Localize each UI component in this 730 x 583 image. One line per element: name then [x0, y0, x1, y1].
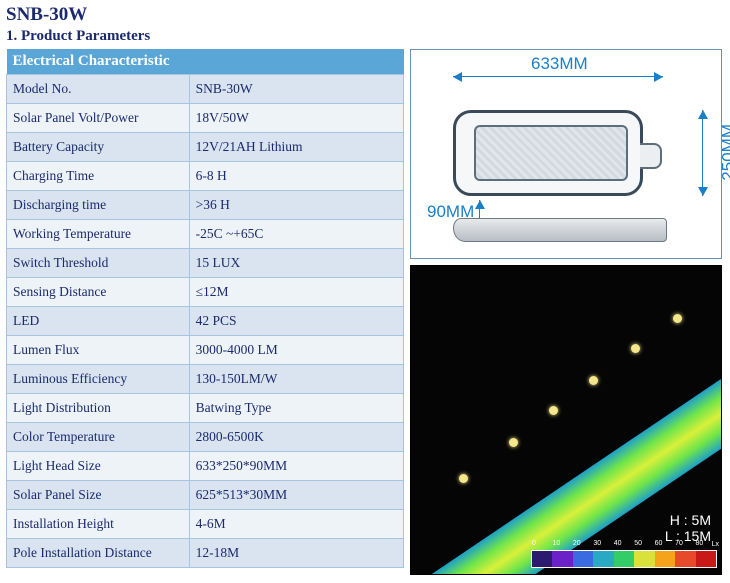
- lamp-side-view: [453, 218, 667, 242]
- scale-segment: 60: [655, 551, 675, 567]
- scale-unit-label: Lx: [712, 541, 719, 548]
- param-value: Batwing Type: [189, 394, 403, 423]
- scale-segment: 10: [552, 551, 572, 567]
- table-row: Light Head Size633*250*90MM: [7, 452, 404, 481]
- table-header: Electrical Characteristic: [7, 49, 404, 75]
- lamp-marker-icon: [673, 314, 682, 323]
- table-row: Lumen Flux3000-4000 LM: [7, 336, 404, 365]
- lamp-marker-icon: [589, 376, 598, 385]
- table-row: Working Temperature-25C ~+65C: [7, 220, 404, 249]
- param-name: Working Temperature: [7, 220, 190, 249]
- param-name: Switch Threshold: [7, 249, 190, 278]
- param-value: 12-18M: [189, 539, 403, 568]
- param-name: Discharging time: [7, 191, 190, 220]
- param-name: LED: [7, 307, 190, 336]
- param-name: Installation Height: [7, 510, 190, 539]
- lamp-side-body-icon: [453, 218, 667, 242]
- led-panel-icon: [474, 125, 628, 181]
- table-row: Luminous Efficiency130-150LM/W: [7, 365, 404, 394]
- mount-arm-icon: [640, 143, 662, 169]
- param-value: 42 PCS: [189, 307, 403, 336]
- param-value: ≤12M: [189, 278, 403, 307]
- color-scale-bar: 01020304050607080: [531, 550, 717, 568]
- product-title: SNB-30W: [6, 4, 724, 26]
- scale-segment: 50: [634, 551, 654, 567]
- scale-segment: 20: [573, 551, 593, 567]
- table-row: Color Temperature2800-6500K: [7, 423, 404, 452]
- table-row: LED42 PCS: [7, 307, 404, 336]
- table-row: Sensing Distance≤12M: [7, 278, 404, 307]
- height-dimension-label: 250MM: [719, 124, 730, 181]
- scale-tick-label: 70: [675, 540, 683, 547]
- table-row: Battery Capacity12V/21AH Lithium: [7, 133, 404, 162]
- param-name: Luminous Efficiency: [7, 365, 190, 394]
- table-row: Pole Installation Distance12-18M: [7, 539, 404, 568]
- scale-tick-label: 30: [593, 540, 601, 547]
- param-value: >36 H: [189, 191, 403, 220]
- param-value: 3000-4000 LM: [189, 336, 403, 365]
- scale-segment: 0: [532, 551, 552, 567]
- param-value: 18V/50W: [189, 104, 403, 133]
- section-title: 1. Product Parameters: [6, 28, 724, 45]
- lamp-marker-icon: [459, 474, 468, 483]
- table-row: Discharging time>36 H: [7, 191, 404, 220]
- scale-segment: 40: [614, 551, 634, 567]
- scale-tick-label: 80: [696, 540, 704, 547]
- table-row: Light DistributionBatwing Type: [7, 394, 404, 423]
- scale-tick-label: 50: [634, 540, 642, 547]
- table-row: Solar Panel Size625*513*30MM: [7, 481, 404, 510]
- light-distribution-image: H : 5M L : 15M 01020304050607080 Lx: [410, 265, 722, 575]
- param-name: Light Head Size: [7, 452, 190, 481]
- param-value: SNB-30W: [189, 75, 403, 104]
- parameters-column: Electrical Characteristic Model No.SNB-3…: [6, 49, 404, 575]
- lamp-marker-icon: [509, 438, 518, 447]
- scale-tick-label: 60: [655, 540, 663, 547]
- param-name: Model No.: [7, 75, 190, 104]
- figures-column: 633MM 250MM 90MM H : 5M L : 15M: [410, 49, 722, 575]
- param-name: Pole Installation Distance: [7, 539, 190, 568]
- param-name: Charging Time: [7, 162, 190, 191]
- parameters-table: Electrical Characteristic Model No.SNB-3…: [6, 49, 404, 568]
- param-value: 12V/21AH Lithium: [189, 133, 403, 162]
- table-row: Solar Panel Volt/Power18V/50W: [7, 104, 404, 133]
- main-layout: Electrical Characteristic Model No.SNB-3…: [6, 49, 724, 575]
- scale-segment: 70: [675, 551, 695, 567]
- param-value: 633*250*90MM: [189, 452, 403, 481]
- param-value: -25C ~+65C: [189, 220, 403, 249]
- scale-tick-label: 20: [573, 540, 581, 547]
- param-value: 625*513*30MM: [189, 481, 403, 510]
- param-value: 4-6M: [189, 510, 403, 539]
- param-name: Lumen Flux: [7, 336, 190, 365]
- scale-segment: 30: [593, 551, 613, 567]
- height-arrow: [702, 110, 703, 196]
- param-name: Solar Panel Size: [7, 481, 190, 510]
- param-name: Color Temperature: [7, 423, 190, 452]
- param-name: Sensing Distance: [7, 278, 190, 307]
- scale-segment: 80: [696, 551, 716, 567]
- param-name: Light Distribution: [7, 394, 190, 423]
- param-name: Battery Capacity: [7, 133, 190, 162]
- length-info-label: L : 15M: [665, 528, 711, 544]
- param-value: 2800-6500K: [189, 423, 403, 452]
- width-arrow: [453, 76, 663, 77]
- param-value: 6-8 H: [189, 162, 403, 191]
- lamp-top-view: [453, 110, 643, 196]
- table-row: Charging Time6-8 H: [7, 162, 404, 191]
- width-dimension-label: 633MM: [531, 54, 588, 74]
- lamp-marker-icon: [631, 344, 640, 353]
- param-value: 130-150LM/W: [189, 365, 403, 394]
- param-value: 15 LUX: [189, 249, 403, 278]
- table-row: Installation Height4-6M: [7, 510, 404, 539]
- lamp-marker-icon: [549, 406, 558, 415]
- scale-tick-label: 0: [532, 540, 536, 547]
- scale-tick-label: 10: [552, 540, 560, 547]
- dimension-diagram: 633MM 250MM 90MM: [410, 49, 722, 259]
- scale-tick-label: 40: [614, 540, 622, 547]
- table-row: Switch Threshold15 LUX: [7, 249, 404, 278]
- table-row: Model No.SNB-30W: [7, 75, 404, 104]
- param-name: Solar Panel Volt/Power: [7, 104, 190, 133]
- height-info-label: H : 5M: [670, 512, 711, 528]
